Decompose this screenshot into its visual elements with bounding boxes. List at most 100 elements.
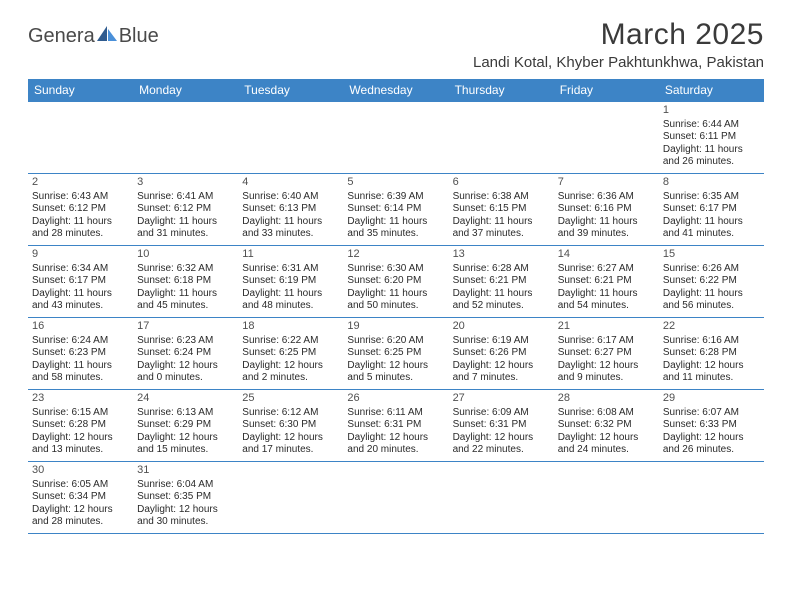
sunset-line: Sunset: 6:28 PM	[32, 419, 129, 432]
daylight-line: Daylight: 12 hours and 13 minutes.	[32, 432, 129, 457]
title-block: March 2025 Landi Kotal, Khyber Pakhtunkh…	[473, 18, 764, 71]
sunrise-line: Sunrise: 6:22 AM	[242, 335, 339, 348]
day-number: 6	[453, 176, 550, 190]
calendar-cell: 25Sunrise: 6:12 AMSunset: 6:30 PMDayligh…	[238, 390, 343, 462]
calendar-row: 1Sunrise: 6:44 AMSunset: 6:11 PMDaylight…	[28, 102, 764, 174]
day-header: Thursday	[449, 79, 554, 102]
sunset-line: Sunset: 6:26 PM	[453, 347, 550, 360]
calendar-cell	[554, 102, 659, 174]
day-number: 17	[137, 320, 234, 334]
calendar-row: 30Sunrise: 6:05 AMSunset: 6:34 PMDayligh…	[28, 462, 764, 534]
calendar-cell: 20Sunrise: 6:19 AMSunset: 6:26 PMDayligh…	[449, 318, 554, 390]
sunset-line: Sunset: 6:27 PM	[558, 347, 655, 360]
calendar-cell	[659, 462, 764, 534]
calendar-cell	[238, 102, 343, 174]
sunset-line: Sunset: 6:17 PM	[32, 275, 129, 288]
brand-text-2: Blue	[119, 25, 159, 48]
daylight-line: Daylight: 11 hours and 48 minutes.	[242, 288, 339, 313]
sunrise-line: Sunrise: 6:43 AM	[32, 191, 129, 204]
calendar-cell: 6Sunrise: 6:38 AMSunset: 6:15 PMDaylight…	[449, 174, 554, 246]
sunrise-line: Sunrise: 6:44 AM	[663, 119, 760, 132]
daylight-line: Daylight: 11 hours and 45 minutes.	[137, 288, 234, 313]
sunrise-line: Sunrise: 6:05 AM	[32, 479, 129, 492]
daylight-line: Daylight: 11 hours and 41 minutes.	[663, 216, 760, 241]
daylight-line: Daylight: 12 hours and 28 minutes.	[32, 504, 129, 529]
sunrise-line: Sunrise: 6:26 AM	[663, 263, 760, 276]
day-number: 9	[32, 248, 129, 262]
sunset-line: Sunset: 6:12 PM	[32, 203, 129, 216]
month-title: March 2025	[473, 18, 764, 52]
calendar-cell: 8Sunrise: 6:35 AMSunset: 6:17 PMDaylight…	[659, 174, 764, 246]
sunrise-line: Sunrise: 6:34 AM	[32, 263, 129, 276]
sunset-line: Sunset: 6:21 PM	[453, 275, 550, 288]
calendar-row: 23Sunrise: 6:15 AMSunset: 6:28 PMDayligh…	[28, 390, 764, 462]
day-number: 15	[663, 248, 760, 262]
sunset-line: Sunset: 6:19 PM	[242, 275, 339, 288]
sunrise-line: Sunrise: 6:07 AM	[663, 407, 760, 420]
daylight-line: Daylight: 11 hours and 50 minutes.	[347, 288, 444, 313]
sunrise-line: Sunrise: 6:30 AM	[347, 263, 444, 276]
sunrise-line: Sunrise: 6:04 AM	[137, 479, 234, 492]
daylight-line: Daylight: 12 hours and 20 minutes.	[347, 432, 444, 457]
sunrise-line: Sunrise: 6:20 AM	[347, 335, 444, 348]
sunrise-line: Sunrise: 6:35 AM	[663, 191, 760, 204]
calendar-table: Sunday Monday Tuesday Wednesday Thursday…	[28, 79, 764, 534]
sunrise-line: Sunrise: 6:41 AM	[137, 191, 234, 204]
day-number: 28	[558, 392, 655, 406]
sunset-line: Sunset: 6:23 PM	[32, 347, 129, 360]
sunrise-line: Sunrise: 6:08 AM	[558, 407, 655, 420]
day-number: 7	[558, 176, 655, 190]
calendar-cell: 12Sunrise: 6:30 AMSunset: 6:20 PMDayligh…	[343, 246, 448, 318]
daylight-line: Daylight: 11 hours and 37 minutes.	[453, 216, 550, 241]
calendar-cell	[554, 462, 659, 534]
sunset-line: Sunset: 6:32 PM	[558, 419, 655, 432]
sunset-line: Sunset: 6:31 PM	[347, 419, 444, 432]
sunset-line: Sunset: 6:12 PM	[137, 203, 234, 216]
calendar-cell: 13Sunrise: 6:28 AMSunset: 6:21 PMDayligh…	[449, 246, 554, 318]
calendar-cell: 2Sunrise: 6:43 AMSunset: 6:12 PMDaylight…	[28, 174, 133, 246]
calendar-cell: 1Sunrise: 6:44 AMSunset: 6:11 PMDaylight…	[659, 102, 764, 174]
sunrise-line: Sunrise: 6:09 AM	[453, 407, 550, 420]
calendar-cell: 27Sunrise: 6:09 AMSunset: 6:31 PMDayligh…	[449, 390, 554, 462]
sunset-line: Sunset: 6:25 PM	[347, 347, 444, 360]
sunset-line: Sunset: 6:16 PM	[558, 203, 655, 216]
daylight-line: Daylight: 11 hours and 28 minutes.	[32, 216, 129, 241]
calendar-cell: 28Sunrise: 6:08 AMSunset: 6:32 PMDayligh…	[554, 390, 659, 462]
calendar-page: Genera Blue March 2025 Landi Kotal, Khyb…	[0, 0, 792, 544]
day-number: 2	[32, 176, 129, 190]
sunset-line: Sunset: 6:13 PM	[242, 203, 339, 216]
sunrise-line: Sunrise: 6:17 AM	[558, 335, 655, 348]
day-number: 21	[558, 320, 655, 334]
day-number: 1	[663, 104, 760, 118]
sunset-line: Sunset: 6:29 PM	[137, 419, 234, 432]
daylight-line: Daylight: 12 hours and 24 minutes.	[558, 432, 655, 457]
day-number: 24	[137, 392, 234, 406]
day-number: 8	[663, 176, 760, 190]
sunset-line: Sunset: 6:25 PM	[242, 347, 339, 360]
calendar-cell: 11Sunrise: 6:31 AMSunset: 6:19 PMDayligh…	[238, 246, 343, 318]
sunrise-line: Sunrise: 6:27 AM	[558, 263, 655, 276]
day-header: Wednesday	[343, 79, 448, 102]
daylight-line: Daylight: 12 hours and 0 minutes.	[137, 360, 234, 385]
daylight-line: Daylight: 12 hours and 15 minutes.	[137, 432, 234, 457]
location-subtitle: Landi Kotal, Khyber Pakhtunkhwa, Pakista…	[473, 54, 764, 71]
calendar-row: 2Sunrise: 6:43 AMSunset: 6:12 PMDaylight…	[28, 174, 764, 246]
day-number: 18	[242, 320, 339, 334]
sunset-line: Sunset: 6:30 PM	[242, 419, 339, 432]
sunset-line: Sunset: 6:11 PM	[663, 131, 760, 144]
calendar-cell	[449, 102, 554, 174]
calendar-cell: 21Sunrise: 6:17 AMSunset: 6:27 PMDayligh…	[554, 318, 659, 390]
sunset-line: Sunset: 6:31 PM	[453, 419, 550, 432]
sunset-line: Sunset: 6:24 PM	[137, 347, 234, 360]
day-header: Saturday	[659, 79, 764, 102]
calendar-cell: 16Sunrise: 6:24 AMSunset: 6:23 PMDayligh…	[28, 318, 133, 390]
day-number: 4	[242, 176, 339, 190]
daylight-line: Daylight: 12 hours and 17 minutes.	[242, 432, 339, 457]
calendar-cell: 15Sunrise: 6:26 AMSunset: 6:22 PMDayligh…	[659, 246, 764, 318]
day-number: 22	[663, 320, 760, 334]
sunset-line: Sunset: 6:18 PM	[137, 275, 234, 288]
day-number: 20	[453, 320, 550, 334]
day-number: 29	[663, 392, 760, 406]
day-number: 23	[32, 392, 129, 406]
day-number: 12	[347, 248, 444, 262]
